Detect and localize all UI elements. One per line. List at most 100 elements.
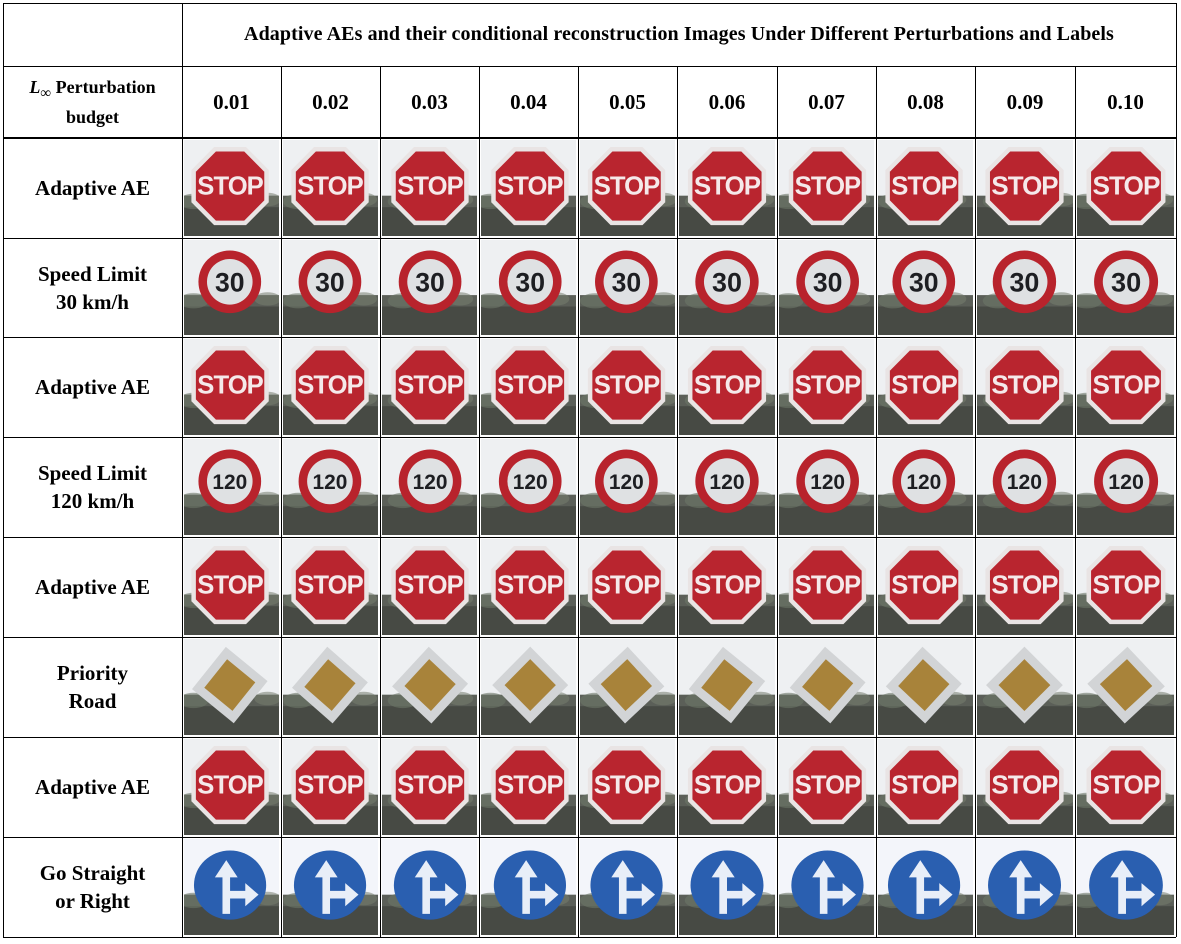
row-label: Adaptive AE — [3, 337, 182, 437]
svg-text:STOP: STOP — [891, 372, 957, 400]
stop-sign-thumbnail: STOP — [1077, 140, 1174, 236]
svg-text:STOP: STOP — [497, 572, 563, 600]
stop-sign-thumbnail: STOP — [679, 140, 775, 236]
row-label-line1: Adaptive AE — [35, 575, 150, 599]
perturbation-header: 0.01 — [213, 89, 250, 114]
svg-text:30: 30 — [1009, 268, 1039, 298]
svg-text:STOP: STOP — [297, 572, 363, 600]
table-rule — [380, 66, 381, 937]
svg-text:STOP: STOP — [891, 772, 957, 800]
table-rule — [777, 66, 778, 937]
svg-text:STOP: STOP — [795, 772, 861, 800]
svg-text:STOP: STOP — [397, 772, 463, 800]
row-label: Adaptive AE — [3, 537, 182, 637]
svg-text:STOP: STOP — [694, 173, 761, 201]
svg-text:STOP: STOP — [297, 772, 363, 800]
svg-text:STOP: STOP — [594, 572, 660, 600]
perturbation-header: 0.06 — [708, 89, 746, 114]
svg-text:120: 120 — [709, 471, 744, 494]
svg-text:120: 120 — [906, 471, 941, 494]
row-label-line1: Speed Limit — [37, 461, 148, 485]
perturbation-budget-label: L∞ Perturbation budget — [3, 66, 182, 138]
budget-symbol: L — [29, 76, 41, 97]
row-label-line2: or Right — [55, 889, 130, 913]
svg-text:30: 30 — [515, 267, 545, 297]
speed-sign-thumbnail: 120 — [1077, 439, 1174, 535]
table-rule — [281, 66, 282, 937]
perturbation-header: 0.07 — [808, 89, 845, 114]
table-rule — [975, 66, 976, 937]
svg-text:STOP: STOP — [991, 772, 1058, 800]
svg-text:120: 120 — [1108, 471, 1144, 494]
svg-text:STOP: STOP — [1093, 570, 1161, 600]
svg-text:30: 30 — [909, 267, 939, 297]
table-rule — [3, 137, 1176, 139]
stop-sign-thumbnail: STOP — [878, 140, 973, 236]
stop-sign-thumbnail: STOP — [283, 140, 378, 236]
row-label: Speed Limit 30 km/h — [3, 238, 182, 337]
speed-sign-thumbnail: 120 — [977, 439, 1073, 535]
table-rule — [3, 337, 1176, 338]
straight-right-sign-thumbnail — [481, 839, 576, 935]
stop-sign-thumbnail: STOP — [382, 339, 477, 435]
budget-subscript: ∞ — [40, 85, 52, 102]
row-label: Go Straight or Right — [3, 837, 182, 937]
svg-text:STOP: STOP — [991, 372, 1058, 400]
svg-text:STOP: STOP — [795, 572, 861, 600]
table-rule — [876, 66, 877, 937]
speed-sign-thumbnail: 120 — [779, 439, 874, 535]
speed-sign-thumbnail: 30 — [977, 240, 1073, 335]
perturbation-header: 0.04 — [510, 89, 547, 114]
priority-sign-thumbnail — [977, 639, 1073, 735]
table-rule — [677, 66, 678, 937]
table-rule — [3, 66, 1176, 67]
speed-sign-thumbnail: 30 — [184, 240, 279, 335]
priority-sign-thumbnail — [1077, 639, 1174, 735]
stop-sign-thumbnail: STOP — [779, 539, 874, 635]
priority-sign-thumbnail — [382, 639, 477, 735]
priority-sign-thumbnail — [580, 639, 675, 735]
row-label: Adaptive AE — [3, 737, 182, 837]
speed-sign-thumbnail: 30 — [580, 240, 675, 335]
straight-right-sign-thumbnail — [184, 839, 279, 935]
svg-text:STOP: STOP — [795, 372, 861, 400]
budget-line1: Perturbation — [51, 76, 156, 97]
stop-sign-thumbnail: STOP — [481, 339, 576, 435]
speed-sign-thumbnail: 30 — [283, 240, 378, 335]
svg-text:STOP: STOP — [694, 572, 761, 600]
svg-text:120: 120 — [810, 471, 845, 494]
straight-right-sign-thumbnail — [283, 839, 378, 935]
stop-sign-thumbnail: STOP — [184, 739, 279, 835]
svg-text:30: 30 — [712, 268, 742, 298]
table-rule — [479, 66, 480, 937]
priority-sign-thumbnail — [779, 639, 874, 735]
speed-sign-thumbnail: 120 — [184, 439, 279, 535]
table-rule — [3, 637, 1176, 638]
svg-text:120: 120 — [413, 471, 448, 494]
table-rule — [3, 837, 1176, 838]
svg-text:STOP: STOP — [594, 173, 660, 201]
stop-sign-thumbnail: STOP — [1077, 339, 1174, 435]
stop-sign-thumbnail: STOP — [878, 339, 973, 435]
svg-text:120: 120 — [609, 471, 644, 494]
stop-sign-thumbnail: STOP — [283, 739, 378, 835]
row-label-line2: 30 km/h — [56, 289, 129, 314]
svg-text:STOP: STOP — [197, 372, 263, 400]
stop-sign-thumbnail: STOP — [779, 140, 874, 236]
stop-sign-thumbnail: STOP — [580, 140, 675, 236]
table-rule — [3, 737, 1176, 738]
svg-text:STOP: STOP — [197, 572, 263, 600]
svg-text:30: 30 — [315, 267, 345, 297]
priority-sign-thumbnail — [481, 639, 576, 735]
svg-text:STOP: STOP — [297, 173, 363, 201]
svg-text:STOP: STOP — [197, 173, 263, 201]
row-label: Speed Limit 120 km/h — [3, 437, 182, 537]
svg-text:STOP: STOP — [1093, 770, 1161, 800]
stop-sign-thumbnail: STOP — [580, 339, 675, 435]
speed-sign-thumbnail: 120 — [481, 439, 576, 535]
stop-sign-thumbnail: STOP — [184, 140, 279, 236]
svg-text:STOP: STOP — [594, 772, 660, 800]
priority-sign-thumbnail — [878, 639, 973, 735]
speed-sign-thumbnail: 120 — [580, 439, 675, 535]
stop-sign-thumbnail: STOP — [184, 539, 279, 635]
